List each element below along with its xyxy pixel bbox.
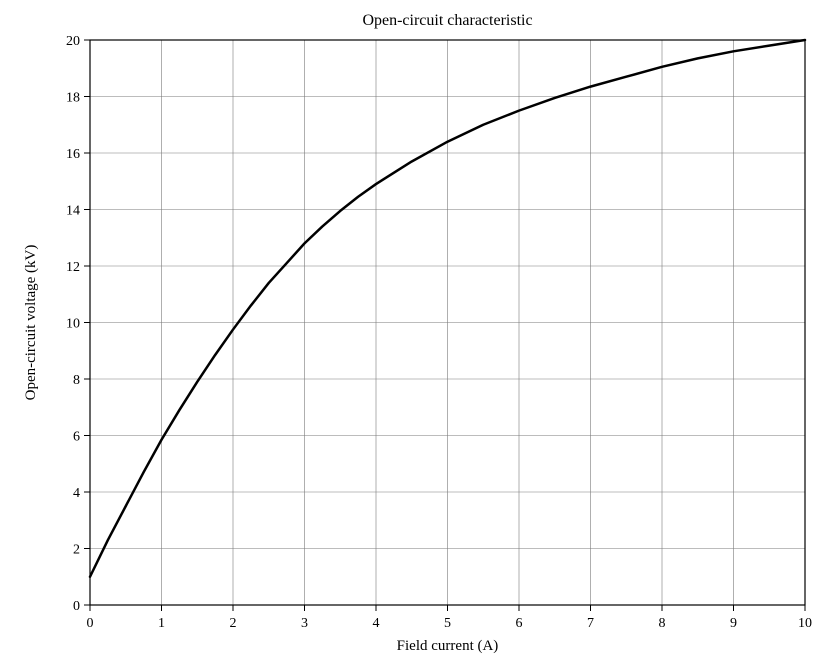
chart-bg [0,0,831,660]
tick-label-x: 7 [587,616,594,631]
chart-title: Open-circuit characteristic [362,12,532,29]
tick-label-y: 6 [73,430,80,445]
tick-label-y: 18 [66,91,80,106]
y-axis-label: Open-circuit voltage (kV) [23,245,39,401]
tick-label-x: 1 [158,616,165,631]
tick-label-y: 10 [66,317,80,332]
tick-label-y: 8 [73,373,80,388]
tick-label-y: 12 [66,260,80,275]
tick-label-x: 9 [730,616,737,631]
tick-label-x: 5 [444,616,451,631]
tick-label-x: 8 [659,616,666,631]
tick-label-y: 2 [73,543,80,558]
chart-container: 01234567891002468101214161820Open-circui… [0,0,831,660]
tick-label-y: 14 [66,204,80,219]
tick-label-x: 2 [230,616,237,631]
tick-label-y: 20 [66,34,80,49]
tick-label-y: 4 [73,486,80,501]
tick-label-x: 0 [87,616,94,631]
tick-label-x: 4 [373,616,380,631]
tick-label-x: 6 [516,616,523,631]
tick-label-x: 10 [798,616,812,631]
tick-label-y: 16 [66,147,80,162]
tick-label-y: 0 [73,599,80,614]
occ-chart: 01234567891002468101214161820Open-circui… [0,0,831,660]
tick-label-x: 3 [301,616,308,631]
x-axis-label: Field current (A) [397,638,499,654]
